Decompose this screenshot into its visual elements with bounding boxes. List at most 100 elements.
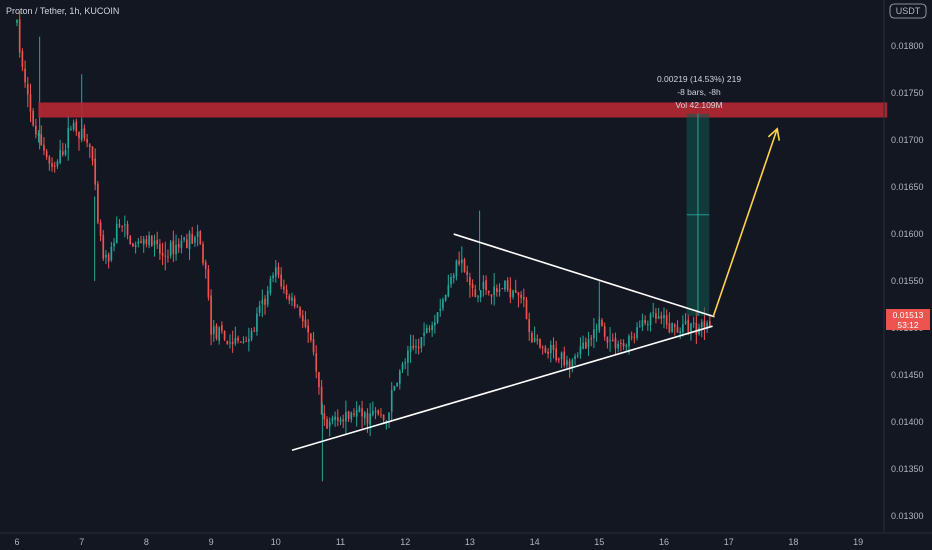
x-tick-label: 6 <box>14 537 19 547</box>
candle-body <box>204 262 207 269</box>
x-tick-label: 15 <box>594 537 604 547</box>
candle-body <box>646 324 649 326</box>
x-tick-label: 17 <box>724 537 734 547</box>
candle-body <box>679 331 682 334</box>
y-tick-label: 0.01400 <box>891 417 924 427</box>
candle-body <box>563 351 566 366</box>
candle-body <box>145 239 148 244</box>
y-tick-label: 0.01550 <box>891 276 924 286</box>
candle-body <box>536 339 539 341</box>
last-price-value: 0.01513 <box>893 310 924 320</box>
projection-arrow[interactable] <box>712 127 781 318</box>
x-tick-label: 10 <box>271 537 281 547</box>
candle-body <box>16 20 18 23</box>
candle-body <box>215 325 218 339</box>
measure-readout: 0.00219 (14.53%) 219 -8 bars, -8h Vol 42… <box>657 74 741 110</box>
candle-body <box>196 231 199 238</box>
candle-body <box>315 353 318 372</box>
candle-body <box>660 315 663 319</box>
candle-body <box>504 280 506 290</box>
candle-body <box>541 346 544 348</box>
resistance-zone[interactable] <box>38 102 888 118</box>
candle-body <box>239 341 242 343</box>
candle-body <box>544 347 547 353</box>
candle-body <box>555 348 558 361</box>
candle-body <box>665 315 668 325</box>
projection-arrow-shaft <box>712 128 778 318</box>
candle-body <box>444 294 447 301</box>
candle-body <box>434 322 436 326</box>
candle-body <box>99 222 102 236</box>
y-tick-label: 0.01350 <box>891 464 924 474</box>
projection-arrow-head <box>767 127 781 141</box>
candle-body <box>409 346 412 352</box>
candle-body <box>425 327 428 334</box>
candle-body <box>420 337 423 348</box>
candle-body <box>159 244 161 254</box>
candle-body <box>336 417 339 421</box>
candle-body <box>628 336 630 347</box>
candle-body <box>172 240 175 255</box>
candle-body <box>460 259 463 264</box>
candle-body <box>574 356 576 360</box>
candle-body <box>452 275 455 279</box>
currency-badge[interactable]: USDT <box>889 3 927 19</box>
candle-body <box>668 323 671 333</box>
candle-body <box>121 225 123 227</box>
candle-body <box>231 341 234 344</box>
currency-badge-label: USDT <box>896 6 921 16</box>
candle-body <box>520 294 522 298</box>
candle-body <box>682 324 684 333</box>
candle-body <box>549 345 552 353</box>
measure-tool[interactable] <box>686 113 710 316</box>
candle-body <box>32 110 35 126</box>
candle-body <box>272 275 274 279</box>
candle-body <box>134 244 137 248</box>
candle-body <box>450 277 452 285</box>
candle-body <box>584 342 587 349</box>
x-tick-label: 11 <box>336 537 345 547</box>
x-tick-label: 8 <box>144 537 149 547</box>
candle-body <box>242 341 245 343</box>
candle-body <box>288 295 291 301</box>
candle-body <box>630 336 633 338</box>
candle-body <box>690 323 692 332</box>
candle-body <box>611 339 614 341</box>
candle-body <box>687 319 690 333</box>
candle-body <box>18 19 21 53</box>
candle-body <box>353 413 355 415</box>
triangle-pattern[interactable] <box>291 233 715 452</box>
candle-body <box>223 330 226 340</box>
candle-body <box>110 246 113 261</box>
candle-body <box>625 345 628 347</box>
resistance-zone-rect[interactable] <box>38 102 888 118</box>
time-axis[interactable]: 6 7 8 9 10 11 12 13 14 15 16 17 18 19 <box>14 537 863 547</box>
candle-body <box>474 289 477 298</box>
candle-body <box>485 280 487 291</box>
x-tick-label: 19 <box>853 537 863 547</box>
candle-body <box>479 290 482 298</box>
candle-body <box>644 320 646 324</box>
candle-body <box>407 350 409 363</box>
candle-body <box>533 337 536 342</box>
candle-body <box>129 235 132 245</box>
candle-body <box>590 338 593 340</box>
x-tick-label: 7 <box>79 537 84 547</box>
candle-body <box>369 413 371 425</box>
candle-body <box>695 322 698 335</box>
x-tick-label: 12 <box>400 537 410 547</box>
candle-body <box>91 146 94 161</box>
triangle-upper-line[interactable] <box>453 233 715 318</box>
triangle-lower-line[interactable] <box>291 325 713 452</box>
candle-body <box>603 326 606 337</box>
candle-body <box>148 235 150 246</box>
candle-body <box>506 280 509 291</box>
candle-body <box>115 223 118 244</box>
candle-body <box>404 362 407 364</box>
candle-body <box>366 413 369 424</box>
candle-body <box>401 363 404 370</box>
last-price-label: 0.01513 53:12 <box>886 309 930 330</box>
candle-body <box>652 312 655 314</box>
candle-body <box>412 345 415 349</box>
